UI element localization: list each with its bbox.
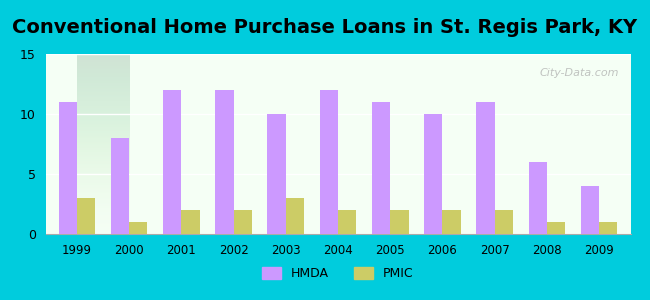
Bar: [320, 90, 338, 234]
Text: Conventional Home Purchase Loans in St. Regis Park, KY: Conventional Home Purchase Loans in St. …: [12, 18, 638, 37]
Bar: [286, 198, 304, 234]
Bar: [129, 222, 148, 234]
Bar: [233, 210, 252, 234]
Bar: [111, 138, 129, 234]
Bar: [599, 222, 618, 234]
Bar: [338, 210, 356, 234]
Bar: [372, 102, 390, 234]
Bar: [163, 90, 181, 234]
Bar: [268, 114, 286, 234]
Bar: [390, 210, 408, 234]
Legend: HMDA, PMIC: HMDA, PMIC: [257, 262, 419, 285]
Bar: [547, 222, 566, 234]
Bar: [181, 210, 200, 234]
Bar: [476, 102, 495, 234]
Bar: [77, 198, 95, 234]
Bar: [581, 186, 599, 234]
Bar: [443, 210, 461, 234]
Bar: [58, 102, 77, 234]
Bar: [528, 162, 547, 234]
Bar: [424, 114, 443, 234]
Bar: [495, 210, 513, 234]
Text: City-Data.com: City-Data.com: [540, 68, 619, 78]
Bar: [215, 90, 233, 234]
